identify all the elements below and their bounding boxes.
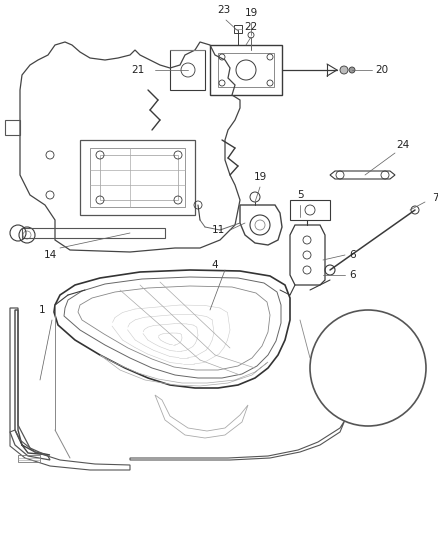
Text: 9: 9 — [381, 324, 389, 334]
Circle shape — [351, 333, 359, 341]
Text: 6: 6 — [350, 250, 356, 260]
Text: 8: 8 — [328, 370, 336, 380]
Circle shape — [349, 67, 355, 73]
Text: 6: 6 — [350, 270, 356, 280]
Text: 7: 7 — [432, 193, 438, 203]
Circle shape — [310, 310, 426, 426]
Circle shape — [340, 66, 348, 74]
Text: 19: 19 — [253, 172, 267, 182]
Text: 22: 22 — [244, 22, 258, 32]
Text: 11: 11 — [212, 225, 225, 235]
Text: 20: 20 — [375, 65, 389, 75]
Text: 14: 14 — [43, 250, 57, 260]
Text: 24: 24 — [396, 140, 410, 150]
Text: 5: 5 — [297, 190, 303, 200]
Text: 21: 21 — [131, 65, 145, 75]
Text: 19: 19 — [244, 8, 258, 18]
Text: 1: 1 — [39, 305, 45, 315]
Text: 4: 4 — [212, 260, 218, 270]
Text: 23: 23 — [217, 5, 231, 15]
